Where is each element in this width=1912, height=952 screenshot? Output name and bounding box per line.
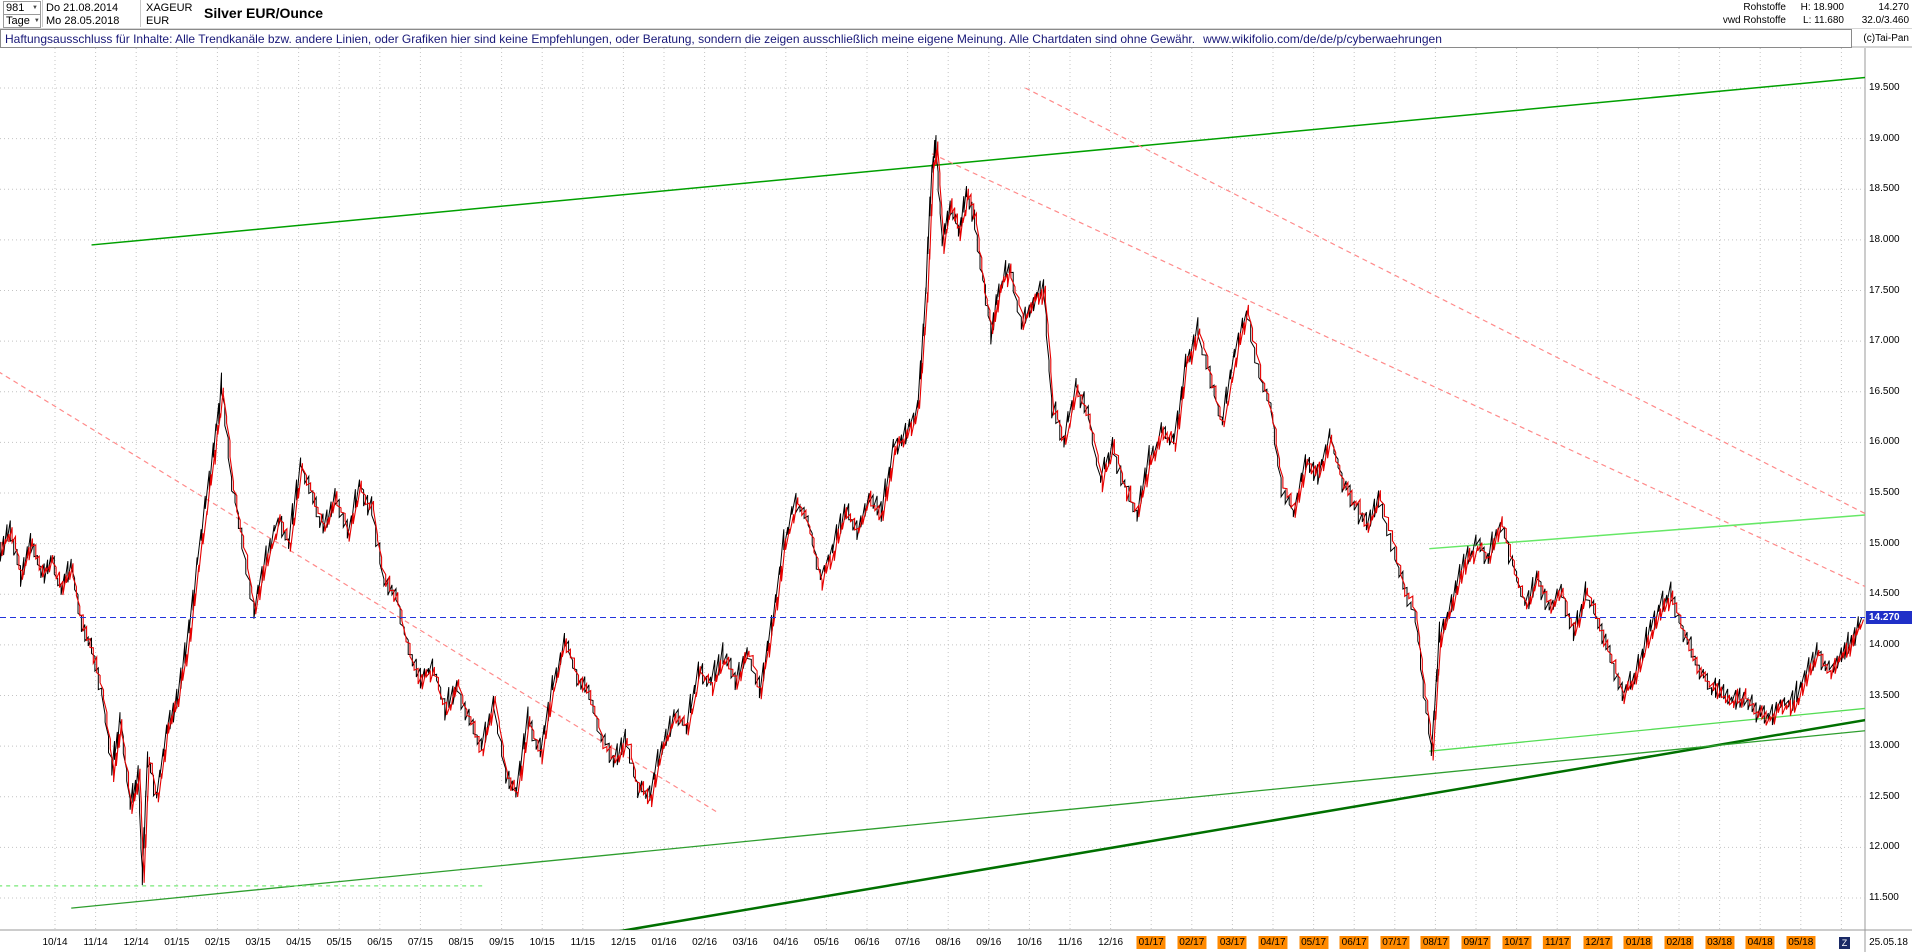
last-price-header: 14.270 — [1878, 2, 1909, 13]
y-axis-tick: 14.500 — [1869, 588, 1900, 600]
copyright-label: (c)Tai-Pan — [1863, 33, 1909, 44]
y-axis-tick: 17.000 — [1869, 335, 1900, 347]
y-axis-tick: 11.500 — [1869, 892, 1899, 903]
y-axis-tick: 12.500 — [1869, 790, 1900, 802]
timeline-end-marker: Z — [1839, 937, 1850, 949]
y-axis-tick: 14.000 — [1869, 638, 1900, 650]
y-axis-tick: 18.000 — [1869, 233, 1900, 245]
timeframe-dropdown[interactable]: Tage ▼ — [3, 14, 41, 28]
period-high: H: 18.900 — [1800, 2, 1844, 13]
y-axis-tick: 18.500 — [1869, 183, 1900, 195]
disclaimer-text: Haftungsausschluss für Inhalte: Alle Tre… — [5, 31, 1196, 46]
y-axis-tick: 15.500 — [1869, 487, 1900, 498]
y-axis-tick: 13.500 — [1869, 689, 1900, 701]
instrument-title: Silver EUR/Ounce — [204, 5, 324, 21]
y-axis-tick: 19.000 — [1869, 132, 1900, 144]
chart-header: 981 ▼ Tage ▼ Do 21.08.2014 Mo 28.05.2018… — [0, 0, 1912, 29]
y-axis-tick: 19.500 — [1869, 82, 1900, 93]
y-axis-tick: 13.000 — [1869, 740, 1900, 752]
symbol-field[interactable]: XAGEUR — [146, 2, 193, 14]
y-axis-tick: 16.500 — [1869, 385, 1900, 397]
feed-label-2: vwd Rohstoffe — [1722, 15, 1786, 26]
header-separator — [42, 0, 43, 27]
start-date-field[interactable]: Do 21.08.2014 — [46, 2, 119, 14]
y-axis-tick: 17.500 — [1869, 284, 1900, 296]
y-axis-tick: 15.000 — [1869, 537, 1900, 549]
bar-count-dropdown[interactable]: 981 ▼ — [3, 1, 41, 15]
period-low: L: 11.680 — [1803, 15, 1844, 26]
currency-label: EUR — [146, 15, 170, 27]
y-axis-tick: 12.000 — [1869, 841, 1900, 853]
chevron-down-icon: ▼ — [33, 17, 40, 24]
bar-count-value: 981 — [6, 1, 25, 14]
chevron-down-icon: ▼ — [32, 4, 38, 11]
timeframe-value: Tage — [6, 14, 30, 27]
end-date-field[interactable]: Mo 28.05.2018 — [46, 15, 120, 27]
end-date-label: 25.05.18 — [1869, 937, 1908, 948]
quote-extra: 32.0/3.460 — [1861, 15, 1909, 26]
header-separator — [140, 0, 141, 27]
y-axis-tick: 16.000 — [1869, 436, 1900, 448]
feed-label: Rohstoffe — [1743, 2, 1786, 13]
disclaimer-url: www.wikifolio.com/de/de/p/cyberwaehrunge… — [1203, 31, 1442, 46]
last-price-marker: 14.270 — [1866, 610, 1912, 624]
disclaimer-bar: Haftungsausschluss für Inhalte: Alle Tre… — [0, 29, 1852, 48]
